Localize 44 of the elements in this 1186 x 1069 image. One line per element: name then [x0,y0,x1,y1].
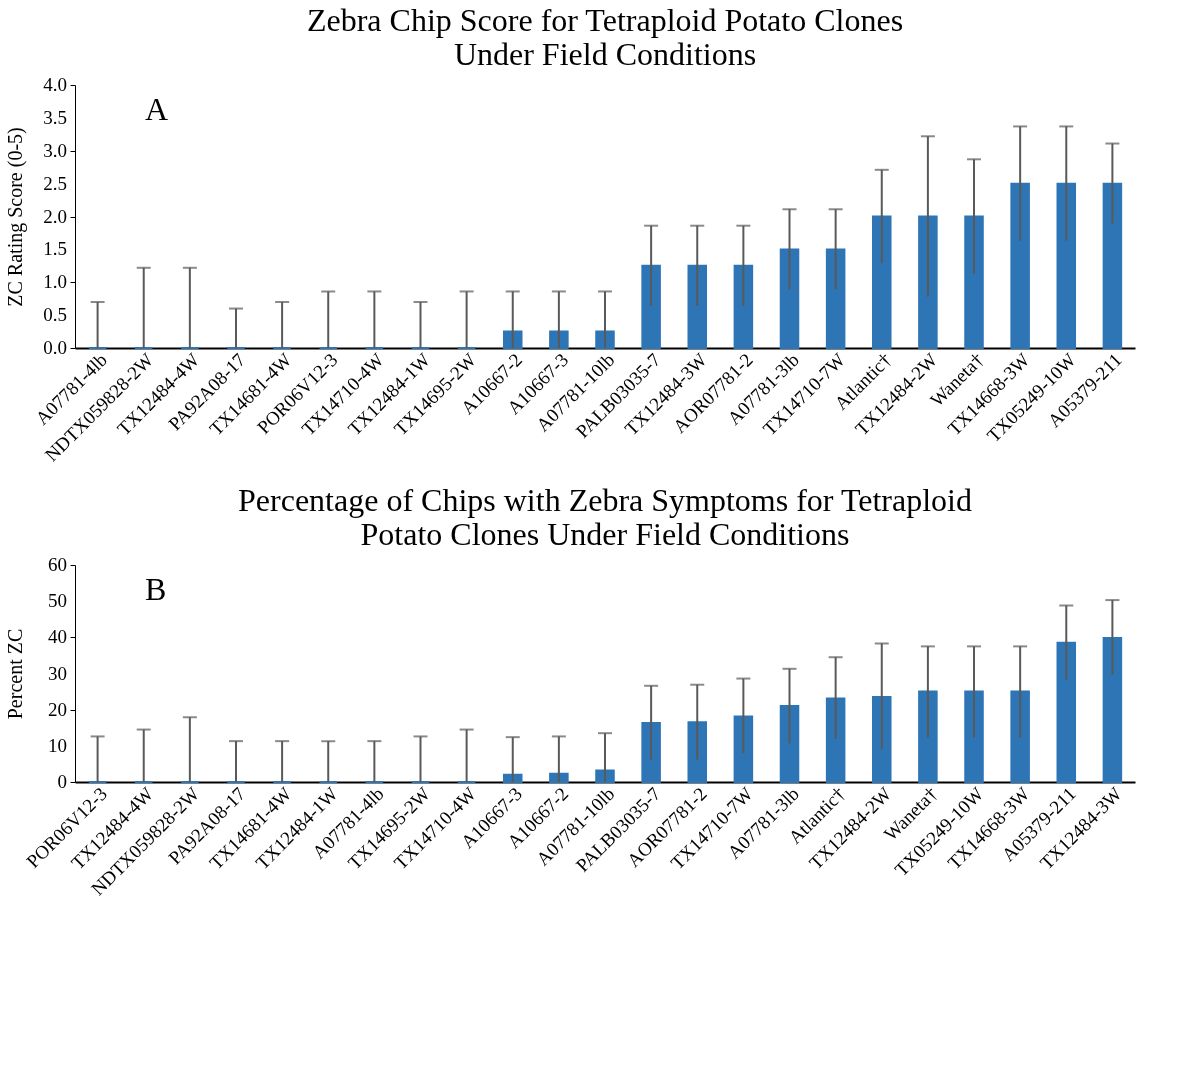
annotation: A [145,91,169,127]
bar [1010,690,1030,783]
y-axis-title: Percent ZC [4,628,26,720]
bar [1102,637,1123,783]
y-tick-label: 0.0 [43,337,67,358]
bar [1102,182,1123,349]
annotation: B [145,571,167,607]
y-tick-label: 4.0 [43,74,67,95]
bar [687,264,708,349]
bar [641,264,661,349]
y-tick-label: 40 [48,626,67,648]
y-tick-label: 3.5 [43,106,67,128]
bar [872,696,892,783]
bar [733,264,754,349]
y-tick-label: 2.5 [43,172,67,194]
y-tick-label: 60 [48,554,67,575]
y-tick-label: 1.5 [43,238,67,260]
bar [779,705,800,783]
bar [964,690,984,783]
y-tick-label: 10 [48,734,67,756]
y-tick-label: 30 [48,662,67,684]
bar [1056,182,1077,349]
bar [687,721,708,783]
bar [872,215,892,349]
y-tick-label: 0.5 [43,304,67,326]
bar [825,248,846,349]
bar [825,697,846,783]
bar [779,248,800,349]
bar [733,715,754,783]
y-tick-label: 50 [48,590,67,612]
bar [964,215,984,349]
y-tick-label: 0 [57,771,67,792]
bar [641,722,661,783]
y-tick-label: 1.0 [43,271,67,293]
bar [918,215,938,349]
chart-title: Percentage of Chips with Zebra Symptoms for Tetraploid Potato Clones Under Field Conditions [238,482,972,552]
y-tick-label: 20 [48,698,67,720]
bar [918,690,938,783]
chart-title: Zebra Chip Score for Tetraploid Potato Clones Under Field Conditions [306,2,904,72]
y-tick-label: 3.0 [43,139,67,161]
y-tick-label: 2.0 [43,205,67,227]
y-axis-title: ZC Rating Score (0-5) [4,127,27,307]
bar [1056,641,1077,783]
bar [1010,182,1030,349]
